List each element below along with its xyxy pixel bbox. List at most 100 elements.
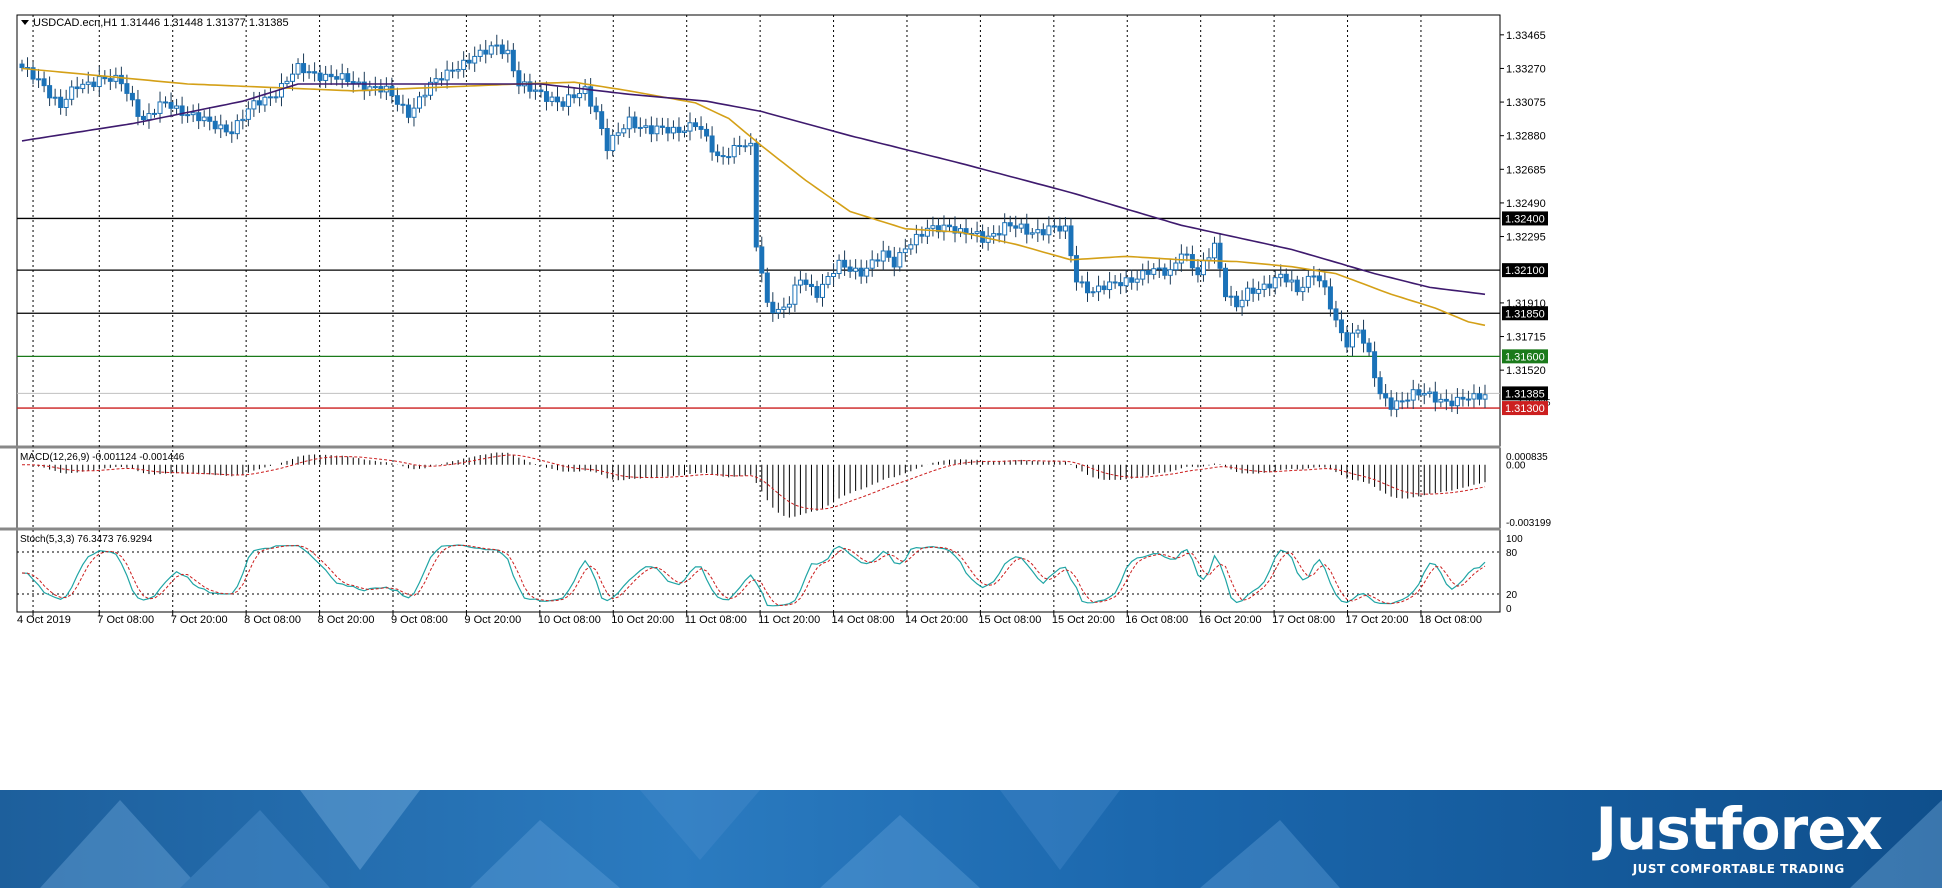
candle [428,81,434,96]
level-tag [1502,306,1548,321]
candle [1250,287,1256,294]
candle [1449,400,1455,407]
candle [1383,393,1389,399]
candle [461,59,467,70]
candle [1217,242,1223,269]
candle [615,132,621,136]
candle [1372,351,1378,379]
candle [345,73,351,83]
candle [439,78,445,81]
candle [770,301,776,314]
candle [913,233,919,246]
candle [113,74,119,82]
candle [505,49,511,55]
candle [47,85,53,99]
candle [328,73,334,78]
candle [52,96,58,99]
candle [1427,391,1433,394]
candle [958,228,964,234]
candle [1322,280,1328,288]
candle [1051,225,1057,228]
candle [974,231,980,234]
candle [897,252,903,268]
candle [1283,273,1289,283]
candle [1366,342,1372,353]
candle [416,96,422,109]
candle [946,224,952,228]
candle [1482,394,1488,400]
candle [185,114,191,117]
candle [1035,229,1041,234]
candle [935,225,941,233]
candle [499,44,505,55]
candle [1062,225,1068,232]
candle [80,83,86,90]
x-tick-label: 15 Oct 20:00 [1052,614,1115,626]
candle [737,144,743,147]
candle [74,86,80,90]
candle [797,279,803,286]
x-tick-label: 17 Oct 20:00 [1346,614,1409,626]
candle [599,111,605,130]
candle [704,128,710,137]
level-label: 1.31850 [1505,308,1545,320]
stoch-main-line [21,544,1486,607]
candle [372,86,378,89]
candle [648,125,654,135]
ma-slow-line [21,83,1486,296]
candle [118,74,124,85]
candle [1460,396,1466,400]
candle [433,78,439,83]
candle [295,63,301,75]
candle [284,80,290,85]
symbol-dropdown-icon [21,20,29,25]
candle [715,151,721,157]
candle [842,259,848,268]
candle [1156,267,1162,270]
candle [775,308,781,314]
candle [577,93,583,99]
candle [1195,267,1201,276]
candle [847,266,853,272]
macd-signal-line [22,454,1486,510]
candle [693,122,699,128]
candle [1294,279,1300,293]
candle [1189,254,1195,269]
candle [36,78,42,81]
brand-logo[interactable]: Justforex JUST COMFORTABLE TRADING [1595,798,1883,876]
candle [251,100,257,110]
x-tick-label: 18 Oct 08:00 [1419,614,1482,626]
candle [886,250,892,258]
candle [1145,270,1151,275]
candle [179,105,185,116]
candle [41,78,47,87]
candle [488,45,494,55]
price-chart: 4 Oct 2019 7 Oct 08:00 7 Oct 20:00 8 Oct 08… [0,14,1551,626]
footer-pattern [40,790,1942,888]
candle [1267,283,1273,289]
macd-panel [16,447,1501,529]
x-tick-label: 14 Oct 08:00 [832,614,895,626]
x-tick-label: 14 Oct 20:00 [905,614,968,626]
candle [1223,267,1229,298]
candle [1432,391,1438,403]
candle [190,112,196,116]
candle [588,86,594,107]
x-tick-label: 7 Oct 08:00 [97,614,154,626]
candle [444,69,450,81]
candle [1007,222,1013,227]
candle [1465,398,1471,401]
candle [996,233,1002,236]
candle [450,69,456,72]
x-tick-label: 4 Oct 2019 [17,614,71,626]
candle [472,55,478,64]
level-label: 1.31600 [1505,351,1545,363]
candle [566,94,572,107]
candle [571,94,577,99]
candle [902,248,908,254]
candle [157,101,163,114]
candle [908,244,914,250]
candle [632,116,638,129]
current-price-tag [1502,386,1548,401]
x-tick-label: 16 Oct 08:00 [1125,614,1188,626]
